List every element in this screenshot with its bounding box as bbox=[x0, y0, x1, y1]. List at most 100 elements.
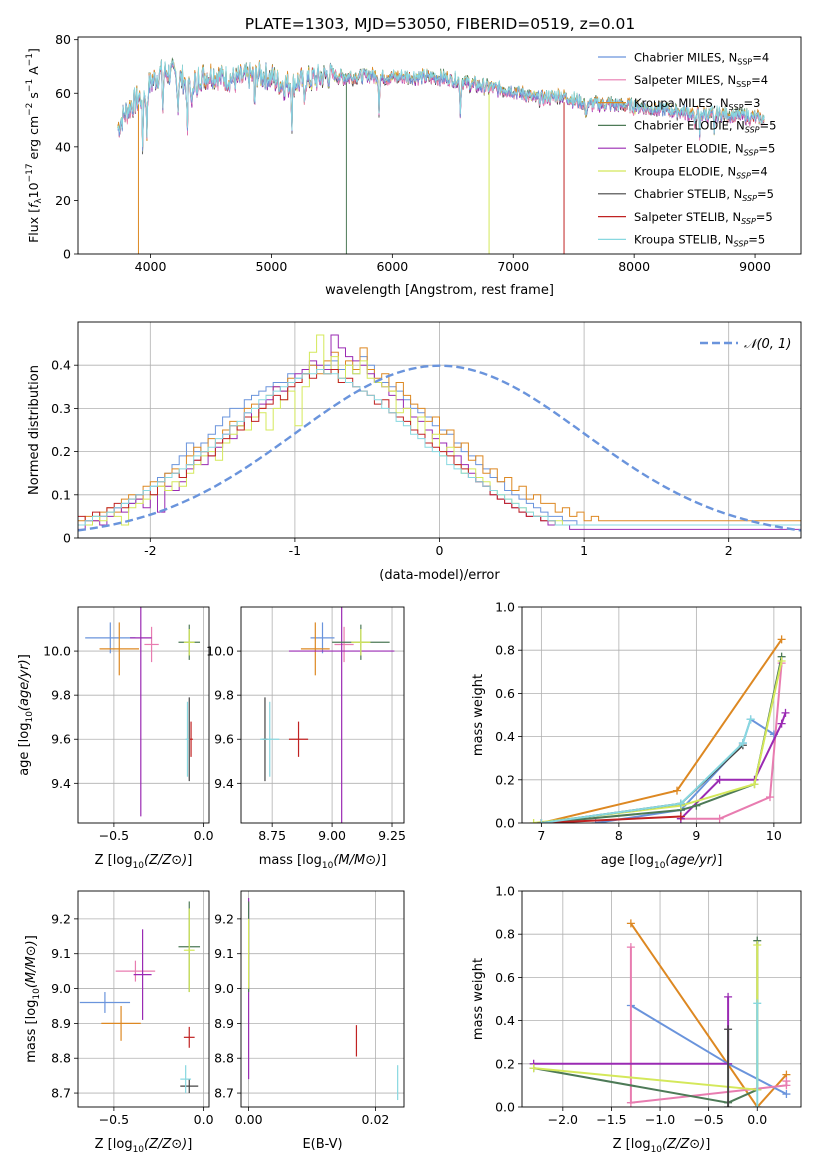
x-tick-label: 8 bbox=[615, 828, 623, 843]
errorbar-kroupa-miles bbox=[101, 1005, 141, 1041]
x-axis-label: wavelength [Angstrom, rest frame] bbox=[325, 283, 554, 298]
weight-marker bbox=[626, 943, 635, 952]
x-tick-label: 9.25 bbox=[378, 828, 406, 843]
plot-area-weight-vs-age bbox=[522, 607, 801, 823]
histogram-kroupa-stelib bbox=[78, 369, 801, 526]
x-tick-label: 5000 bbox=[256, 259, 288, 274]
weight-marker bbox=[676, 812, 685, 821]
y-tick-label: 60 bbox=[55, 86, 71, 101]
weight-marker bbox=[724, 992, 733, 1001]
x-tick-label: 9.00 bbox=[318, 828, 346, 843]
y-tick-label: 9.0 bbox=[51, 981, 71, 996]
y-tick-label: 40 bbox=[55, 139, 71, 154]
gaussian-curve bbox=[78, 364, 801, 532]
errorbar-kroupa-elodie bbox=[351, 629, 371, 656]
y-tick-label: 0.8 bbox=[495, 643, 515, 658]
weight-marker bbox=[529, 1064, 538, 1073]
figure-title: PLATE=1303, MJD=53050, FIBERID=0519, z=0… bbox=[245, 15, 635, 33]
y-tick-label: 0.4 bbox=[495, 729, 515, 744]
x-tick-label: −2.0 bbox=[548, 1112, 578, 1127]
weight-line bbox=[680, 663, 783, 820]
y-tick-label: 0 bbox=[63, 531, 71, 546]
legend: Chabrier MILES, NSSP=4 Salpeter MILES, NS… bbox=[598, 50, 776, 249]
plot-area-weight-vs-z bbox=[522, 891, 801, 1107]
panel-weight-vs-z: −2.0 −1.5 −1.0 −0.5 0.0 0.0 0.2 0.4 0.6 0.8 1.0 mas… bbox=[471, 884, 802, 1155]
y-axis-label: mass weight bbox=[471, 958, 486, 1040]
y-tick-label: 0.2 bbox=[495, 772, 515, 787]
y-tick-label: 8.9 bbox=[51, 1016, 71, 1031]
weight-series-kroupa-miles bbox=[537, 635, 786, 823]
x-tick-label: 0.00 bbox=[235, 1112, 263, 1127]
weight-marker bbox=[676, 799, 685, 808]
plot-area-mass-vs-z bbox=[78, 891, 209, 1107]
x-tick-label: 1 bbox=[580, 543, 588, 558]
errorbar-salpeter-elodie bbox=[130, 607, 152, 817]
y-tick-label: 0.2 bbox=[495, 1056, 515, 1071]
x-tick-label: -2 bbox=[144, 543, 156, 558]
errorbar-kroupa-stelib bbox=[260, 701, 280, 777]
weight-marker bbox=[746, 715, 755, 724]
x-tick-label: 7 bbox=[537, 828, 545, 843]
errorbar-kroupa-miles bbox=[99, 622, 140, 676]
y-tick-label: 0.6 bbox=[495, 686, 515, 701]
x-tick-label: -1 bbox=[289, 543, 301, 558]
axes-frame bbox=[77, 36, 802, 255]
y-tick-label: 8.7 bbox=[214, 1086, 234, 1101]
weight-line bbox=[541, 718, 752, 823]
axes-frame bbox=[521, 890, 802, 1108]
weight-marker bbox=[529, 819, 538, 823]
x-tick-label: 10 bbox=[766, 828, 782, 843]
weight-marker bbox=[626, 1098, 635, 1107]
panel-spectrum: 4000 5000 6000 7000 8000 9000 0 20 40 60 80 wavelen… bbox=[25, 32, 802, 298]
panel-age-vs-mass: 8.75 9.00 9.25 9.4 9.6 9.8 10.0 mass [log10(M/M… bbox=[206, 606, 406, 871]
y-tick-label: 0.1 bbox=[51, 487, 71, 502]
weight-marker bbox=[626, 919, 635, 928]
panel-age-vs-z: −0.5 0.0 9.4 9.6 9.8 10.0 Z [log10(Z/Z⊙)] age [… bbox=[17, 606, 214, 871]
panel-mass-vs-z: −0.5 0.0 8.7 8.8 8.9 9.0 9.1 9.2 Z [log10(Z/Z⊙)]… bbox=[24, 890, 214, 1155]
x-tick-label: 7000 bbox=[497, 259, 529, 274]
panel-residuals: -2 -1 0 1 2 0 0.1 0.2 0.3 0.4 (data-model)/error No… bbox=[27, 321, 802, 583]
y-tick-label: 0.6 bbox=[495, 970, 515, 985]
x-tick-label: 2 bbox=[725, 543, 733, 558]
y-tick-label: 80 bbox=[55, 32, 71, 47]
x-tick-label: −0.5 bbox=[99, 1112, 129, 1127]
errorbar-salpeter-elodie bbox=[288, 607, 395, 823]
axes-frame bbox=[521, 606, 802, 824]
legend-label-salpeter-stelib: Salpeter STELIB, NSSP=5 bbox=[634, 210, 773, 226]
legend-label-chabrier-elodie: Chabrier ELODIE, NSSP=5 bbox=[634, 119, 776, 135]
legend-label-kroupa-stelib: Kroupa STELIB, NSSP=5 bbox=[634, 233, 765, 249]
x-tick-label: 9000 bbox=[739, 259, 771, 274]
y-tick-label: 9.2 bbox=[214, 911, 234, 926]
weight-marker bbox=[715, 814, 724, 823]
y-axis-label: Flux [fλ10−17 erg cm−2 s−1 A−1] bbox=[25, 48, 44, 243]
axis-label: Z [log10(Z/Z⊙)] bbox=[95, 1137, 193, 1155]
plot-area-mass-vs-ebv bbox=[241, 891, 404, 1107]
x-tick-label: 0.0 bbox=[194, 828, 214, 843]
errorbar-salpeter-miles bbox=[334, 626, 354, 663]
axes-frame bbox=[240, 890, 405, 1108]
weight-series-chabrier-elodie bbox=[537, 652, 786, 823]
weight-marker bbox=[750, 780, 759, 789]
errorbar-kroupa-stelib bbox=[180, 1065, 192, 1094]
y-tick-label: 1.0 bbox=[495, 600, 515, 615]
weight-marker bbox=[777, 635, 786, 644]
axis-label: age [log10(age/yr)] bbox=[601, 853, 723, 871]
weight-line bbox=[541, 815, 681, 823]
y-tick-label: 0.3 bbox=[51, 401, 71, 416]
x-tick-label: 0.0 bbox=[194, 1112, 214, 1127]
weight-marker bbox=[537, 819, 546, 823]
errorbar-salpeter-stelib bbox=[189, 721, 193, 757]
weight-series-kroupa-elodie bbox=[529, 657, 786, 823]
weight-line bbox=[541, 638, 783, 823]
errorbar-salpeter-miles bbox=[115, 960, 156, 982]
y-axis-label: mass weight bbox=[471, 674, 486, 756]
plot-area-residuals bbox=[78, 322, 801, 538]
legend-label-salpeter-miles: Salpeter MILES, NSSP=4 bbox=[634, 73, 768, 89]
plot-area-age-vs-z bbox=[78, 607, 209, 823]
y-tick-label: 9.0 bbox=[214, 981, 234, 996]
axes-frame bbox=[77, 321, 802, 539]
y-tick-label: 9.8 bbox=[51, 688, 71, 703]
weight-marker bbox=[724, 1025, 733, 1034]
y-tick-label: 8.8 bbox=[214, 1051, 234, 1066]
